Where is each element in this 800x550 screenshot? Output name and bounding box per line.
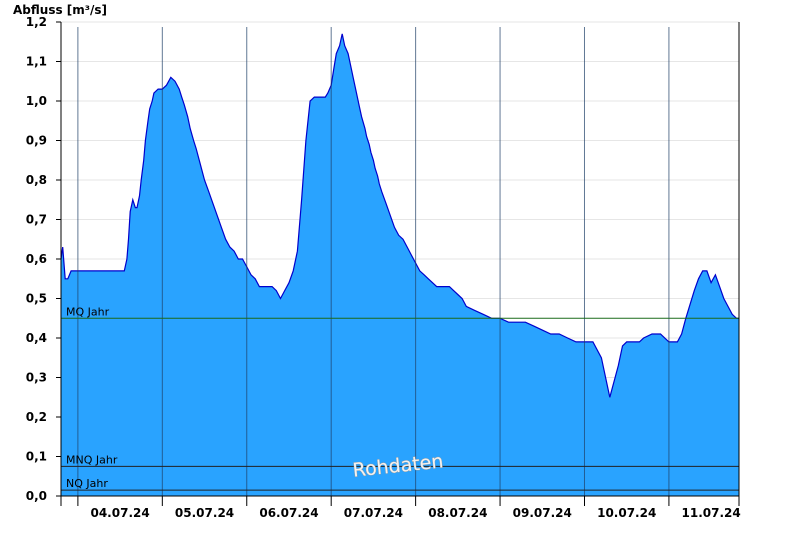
day-separators <box>77 27 670 496</box>
y-tick-label: 1,0 <box>26 94 47 108</box>
x-tick-label: 09.07.24 <box>513 506 572 520</box>
y-tick-label: 0,5 <box>26 292 47 306</box>
discharge-line <box>60 33 739 398</box>
axes <box>56 22 740 506</box>
y-tick-label: 1,2 <box>26 15 47 29</box>
x-tick-labels: 04.07.24 05.07.24 06.07.24 07.07.24 08.07.24… <box>77 496 741 520</box>
reference-line-label: MQ Jahr <box>66 305 110 318</box>
x-tick-label: 05.07.24 <box>175 506 234 520</box>
y-tick-label: 0,0 <box>26 489 47 503</box>
reference-line-label: NQ Jahr <box>66 477 108 490</box>
y-tick-label: 0,3 <box>26 371 47 385</box>
y-tick-label: 0,2 <box>26 410 47 424</box>
y-tick-label: 0,7 <box>26 213 47 227</box>
y-axis-title: Abfluss [m³/s] <box>13 3 107 17</box>
y-tick-label: 0,9 <box>26 134 47 148</box>
reference-line-label: MNQ Jahr <box>66 453 118 466</box>
y-tick-labels: 0,0 0,1 0,2 0,3 0,4 0,5 0,6 0,7 0,8 0,9 1,0 1,1 1,2 <box>26 15 61 503</box>
y-tick-label: 0,1 <box>26 450 47 464</box>
discharge-area-layer <box>60 33 739 497</box>
x-tick-label: 10.07.24 <box>597 506 656 520</box>
discharge-area <box>61 33 739 497</box>
y-tick-label: 0,4 <box>26 331 47 345</box>
x-tick-label: 06.07.24 <box>259 506 318 520</box>
x-tick-label: 08.07.24 <box>428 506 487 520</box>
reference-lines: MQ Jahr MNQ Jahr NQ Jahr <box>61 305 739 491</box>
x-tick-label: 11.07.24 <box>682 506 741 520</box>
y-tick-label: 0,8 <box>26 173 47 187</box>
y-tick-label: 1,1 <box>26 55 47 69</box>
x-tick-label: 07.07.24 <box>344 506 403 520</box>
x-tick-label: 04.07.24 <box>90 506 149 520</box>
y-tick-label: 0,6 <box>26 252 47 266</box>
